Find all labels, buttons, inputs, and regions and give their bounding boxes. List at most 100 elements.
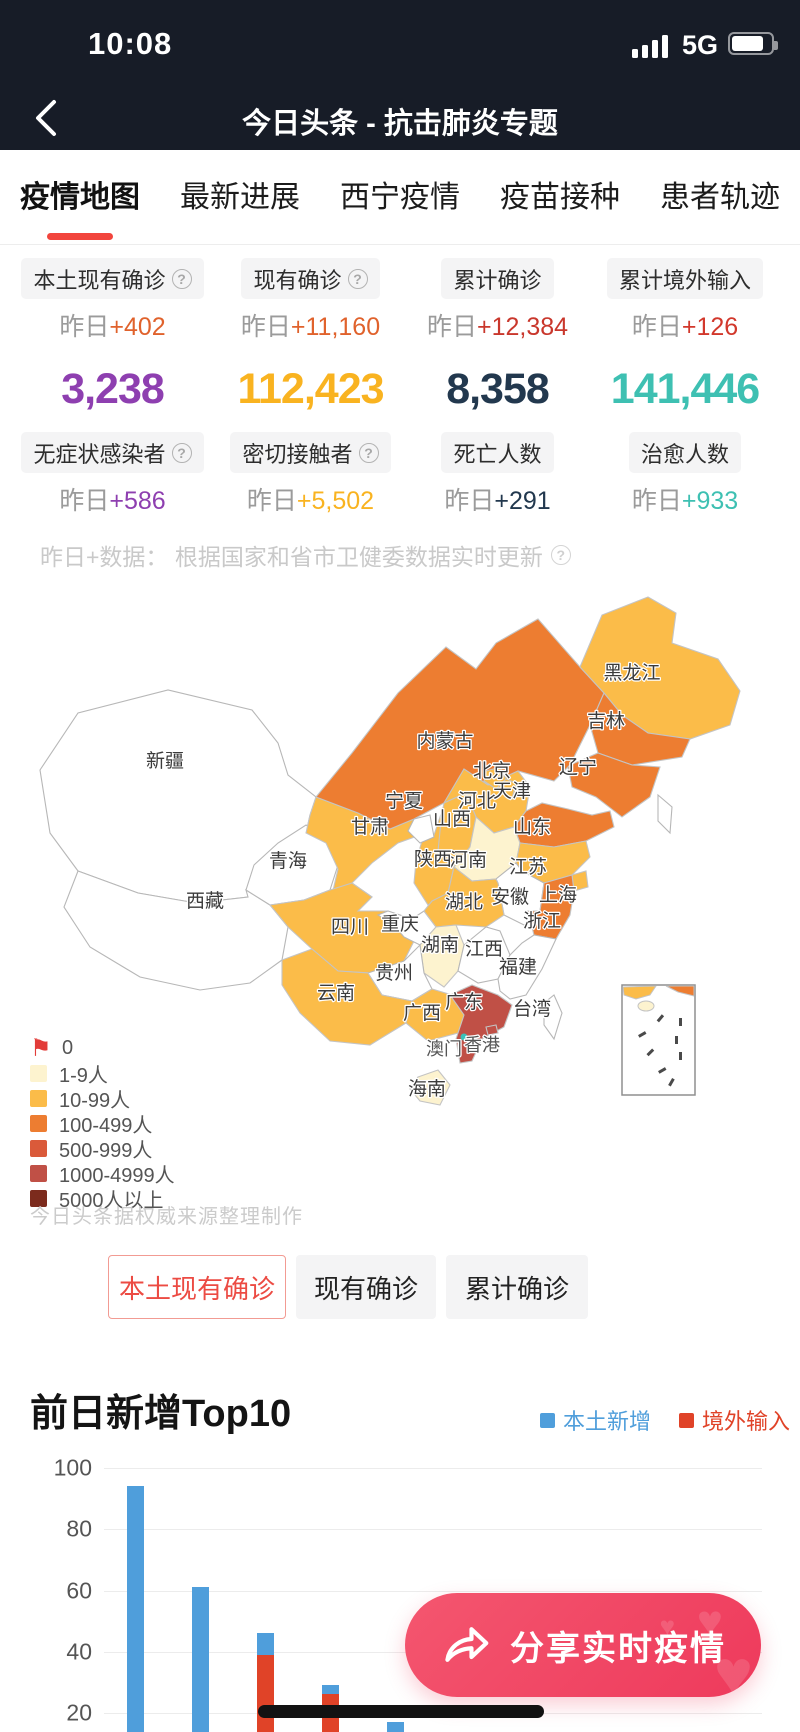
province-hainan[interactable] [409, 1069, 451, 1106]
y-axis-tick: 80 [66, 1515, 92, 1542]
china-epidemic-map[interactable]: 新疆 西藏 青海 甘肃 宁夏 内蒙古 黑龙江 吉林 辽宁 河北 北京 天津 山西… [20, 575, 780, 1135]
stat-label[interactable]: 现有确诊? [241, 258, 380, 299]
province-label: 香港 [464, 1035, 500, 1055]
stat-label[interactable]: 密切接触者? [230, 432, 391, 473]
province-label: 山西 [433, 808, 471, 830]
province-liaoning[interactable] [567, 752, 661, 818]
tab-latest-progress[interactable]: 最新进展 [180, 181, 300, 214]
map-watermark: 今日头条据权威来源整理制作 [30, 1206, 303, 1228]
region-hongkong[interactable] [485, 1024, 499, 1036]
province-ningxia[interactable] [407, 814, 435, 844]
info-icon[interactable]: ? [550, 545, 571, 565]
province-tianjin[interactable] [495, 778, 517, 800]
stat-delta: 昨日+5,502 [246, 487, 375, 515]
province-guangdong[interactable] [449, 984, 513, 1064]
province-label: 云南 [317, 982, 355, 1004]
province-jilin[interactable] [589, 691, 691, 766]
province-label: 青海 [269, 850, 307, 872]
stat-value: 8,358 [446, 365, 550, 413]
province-label: 江苏 [509, 856, 547, 878]
stat-delta: 昨日+933 [631, 487, 739, 515]
network-type: 5G [682, 30, 719, 60]
data-source-note: 昨日+数据： 根据国家和省市卫健委数据实时更新? [40, 538, 571, 572]
stat-label[interactable]: 治愈人数 [628, 432, 741, 473]
province-label: 西藏 [186, 890, 224, 912]
info-icon[interactable]: ? [171, 442, 192, 463]
stat-col-local-active: 本土现有确诊? 昨日+402 3,238 无症状感染者? 昨日+586 [20, 0, 205, 517]
province-label: 四川 [331, 917, 369, 938]
province-label: 河北 [458, 790, 496, 812]
province-hubei[interactable] [423, 866, 505, 928]
legend-swatch [30, 1090, 47, 1107]
stat-label[interactable]: 无症状感染者? [21, 432, 204, 473]
stat-label[interactable]: 本土现有确诊? [21, 258, 204, 299]
legend-imported[interactable]: 境外输入 [679, 1404, 790, 1436]
province-neimenggu[interactable] [315, 618, 605, 830]
heart-decoration: ♥ [696, 1597, 723, 1646]
chart-gridline [104, 1468, 762, 1469]
province-label: 北京 [473, 760, 511, 782]
tab-vaccination[interactable]: 疫苗接种 [500, 181, 620, 214]
chart-bar[interactable] [387, 1721, 404, 1732]
province-label: 重庆 [381, 913, 419, 935]
stat-label[interactable]: 死亡人数 [441, 432, 554, 473]
south-sea-inset [621, 984, 696, 1096]
y-axis-tick: 60 [66, 1577, 92, 1603]
province-fujian[interactable] [497, 934, 557, 1000]
chart-title: 前日新增Top10 [30, 1393, 292, 1435]
stat-delta: 昨日+291 [444, 487, 551, 515]
share-button[interactable]: 分享实时疫情 ♥ ♥ ♥ [405, 1593, 761, 1697]
filter-cumulative-button[interactable]: 累计确诊 [446, 1255, 588, 1319]
stat-delta: 昨日+11,160 [240, 313, 381, 341]
stat-label[interactable]: 累计确诊 [441, 258, 554, 299]
province-label: 湖南 [421, 934, 459, 956]
y-axis-tick: 20 [66, 1699, 92, 1726]
tab-xining-epidemic[interactable]: 西宁疫情 [340, 181, 460, 214]
province-label: 辽宁 [559, 756, 597, 778]
filter-active-button[interactable]: 现有确诊 [296, 1255, 436, 1319]
status-time: 10:08 [88, 26, 173, 61]
province-label: 吉林 [587, 710, 625, 732]
province-label: 河南 [449, 849, 487, 871]
battery-icon [728, 32, 778, 55]
korea-outline [657, 793, 673, 835]
heart-decoration: ♥ [659, 1611, 675, 1641]
tab-epidemic-map[interactable]: 疫情地图 [20, 172, 140, 222]
chart-bar[interactable] [192, 1587, 209, 1732]
province-label: 甘肃 [351, 816, 389, 838]
info-icon[interactable]: ? [358, 442, 379, 463]
chart-gridline [104, 1590, 762, 1592]
stat-col-cumulative: 累计确诊 昨日+12,384 8,358 死亡人数 昨日+291 [405, 0, 590, 517]
province-label: 湖北 [445, 891, 483, 913]
map-legend: ⚑ 0 1-9人 10-99人 100-499人 500-999人 1000-49… [30, 1035, 175, 1212]
y-axis-tick: 100 [53, 1455, 92, 1481]
stat-col-imported: 累计境外输入 昨日+126 141,446 治愈人数 昨日+933 [590, 0, 780, 517]
signal-icon [632, 34, 668, 58]
province-xizang[interactable] [63, 870, 289, 991]
stat-delta: 昨日+402 [59, 313, 166, 341]
info-icon[interactable]: ? [347, 268, 368, 289]
province-label: 贵州 [375, 962, 413, 984]
chart-gridline [104, 1529, 762, 1531]
info-icon[interactable]: ? [171, 268, 192, 289]
legend-local[interactable]: 本土新增 [540, 1404, 651, 1436]
share-arrow-icon [445, 1627, 489, 1662]
stat-label[interactable]: 累计境外输入 [606, 258, 763, 299]
tab-patient-tracks[interactable]: 患者轨迹 [660, 181, 780, 214]
back-icon[interactable] [28, 96, 64, 140]
province-label: 海南 [408, 1078, 446, 1100]
province-label: 江西 [465, 938, 503, 960]
chart-bar[interactable] [127, 1486, 144, 1732]
region-macau[interactable] [460, 1033, 468, 1041]
stat-value: 141,446 [610, 365, 760, 413]
page-title: 今日头条 - 抗击肺炎专题 [242, 108, 558, 140]
province-taiwan[interactable] [543, 994, 563, 1041]
province-label: 陕西 [414, 848, 452, 870]
home-indicator[interactable] [258, 1705, 544, 1718]
province-label: 广东 [445, 991, 483, 1013]
province-label: 内蒙古 [416, 730, 473, 752]
province-label: 黑龙江 [603, 662, 660, 684]
filter-local-active-button[interactable]: 本土现有确诊 [108, 1255, 286, 1319]
province-label: 台湾 [513, 998, 551, 1020]
